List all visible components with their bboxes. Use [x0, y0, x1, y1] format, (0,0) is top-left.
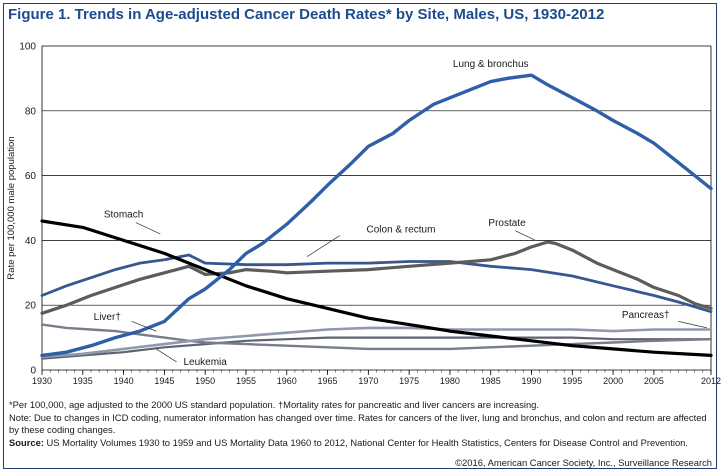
leader-line-leukemia: [156, 348, 177, 363]
x-tick-label: 2012: [701, 376, 721, 386]
footnotes: *Per 100,000, age adjusted to the 2000 U…: [9, 399, 713, 449]
x-tick-label: 1985: [481, 376, 501, 386]
series-label-colon: Colon & rectum: [367, 224, 436, 235]
leader-line-colon: [306, 235, 340, 257]
figure-frame: [3, 3, 717, 469]
footnote-source: Source: US Mortality Volumes 1930 to 195…: [9, 437, 713, 450]
series-label-pancreas: Pancreas†: [622, 310, 670, 321]
y-tick-label: 60: [25, 171, 37, 182]
x-tick-label: 2000: [603, 376, 623, 386]
series-layer: [40, 73, 713, 360]
x-tick-label: 1945: [154, 376, 174, 386]
x-tick-label: 1965: [318, 376, 338, 386]
x-tick-label: 1955: [236, 376, 256, 386]
series-line-stomach: [40, 219, 713, 357]
series-label-stomach: Stomach: [104, 210, 143, 221]
series-line-pancreas: [40, 326, 713, 359]
series-line-lung: [40, 73, 713, 358]
x-tick-label: 2005: [644, 376, 664, 386]
series-line-prostate: [40, 240, 713, 315]
leader-line-prostate: [515, 230, 536, 241]
source-text: US Mortality Volumes 1930 to 1959 and US…: [46, 436, 688, 448]
line-chart: 0 20 40 60 80 100 1930 1935 1940 1945 1950 1955 1960…: [6, 42, 721, 387]
footnote-per-100000: *Per 100,000, age adjusted to the 2000 U…: [9, 399, 540, 410]
series-label-lung: Lung & bronchus: [453, 59, 529, 70]
axis-layer: 0 20 40 60 80 100 1930 1935 1940 1945 1950 1955 1960…: [6, 42, 721, 387]
x-tick-label: 1940: [114, 376, 134, 386]
y-tick-label: 40: [25, 236, 37, 247]
series-label-prostate: Prostate: [488, 218, 526, 229]
x-tick-label: 1970: [358, 376, 378, 386]
leader-line-liver: [131, 321, 157, 332]
source-label: Source:: [9, 436, 44, 448]
leader-line-pancreas: [678, 321, 707, 329]
x-tick-label: 1930: [32, 376, 52, 386]
y-axis-title: Rate per 100,000 male population: [6, 136, 17, 279]
series-line-colon: [40, 253, 713, 314]
y-tick-label: 0: [30, 366, 36, 377]
series-label-liver: Liver†: [94, 312, 121, 323]
x-tick-label: 1950: [195, 376, 215, 386]
series-label-leukemia: Leukemia: [183, 357, 227, 368]
grid-layer: [42, 45, 711, 306]
leader-line-stomach: [135, 222, 161, 235]
x-tick-label: 1980: [440, 376, 460, 386]
footnote-note: Note: Due to changes in ICD coding, nume…: [9, 411, 707, 436]
x-tick-label: 1960: [277, 376, 297, 386]
figure-title: Figure 1. Trends in Age-adjusted Cancer …: [8, 6, 605, 23]
label-layer: Lung & bronchus Stomach Colon & rectum Pros…: [94, 59, 707, 368]
x-tick-label: 1975: [399, 376, 419, 386]
series-line-leukemia: [40, 336, 713, 360]
y-tick-label: 100: [19, 42, 36, 53]
x-tick-label: 1935: [73, 376, 93, 386]
x-tick-label: 1990: [521, 376, 541, 386]
copyright: ©2016, American Cancer Society, Inc., Su…: [455, 457, 712, 468]
y-tick-label: 20: [25, 301, 37, 312]
x-tick-label: 1995: [562, 376, 582, 386]
y-tick-label: 80: [25, 106, 37, 117]
